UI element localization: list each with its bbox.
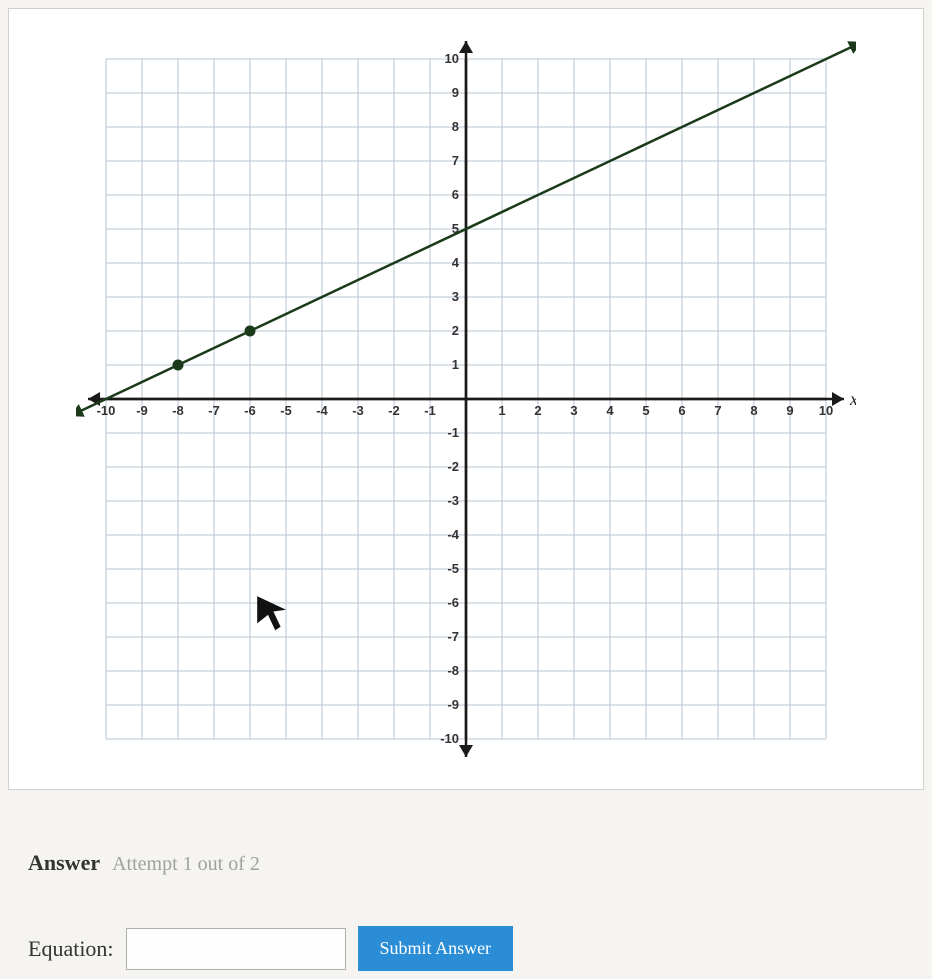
- svg-text:-7: -7: [208, 403, 220, 418]
- svg-text:3: 3: [452, 289, 459, 304]
- svg-text:-2: -2: [388, 403, 400, 418]
- svg-text:-5: -5: [447, 561, 459, 576]
- svg-text:5: 5: [642, 403, 649, 418]
- equation-label: Equation:: [28, 936, 114, 962]
- svg-text:-6: -6: [447, 595, 459, 610]
- svg-text:-10: -10: [440, 731, 459, 746]
- svg-text:8: 8: [452, 119, 459, 134]
- svg-text:1: 1: [498, 403, 505, 418]
- svg-text:x: x: [849, 389, 856, 409]
- svg-text:-2: -2: [447, 459, 459, 474]
- answer-section: Answer Attempt 1 out of 2: [28, 850, 904, 876]
- svg-text:2: 2: [534, 403, 541, 418]
- coordinate-graph: -10 -9 -8 -7 -6 -5 -4 -3 -2 -1 1 2 3 4 5 6 7 8 9 10 -10 -9 -8 -…: [76, 29, 856, 769]
- svg-text:10: 10: [445, 51, 459, 66]
- svg-text:-3: -3: [447, 493, 459, 508]
- equation-row: Equation: Submit Answer: [28, 926, 904, 971]
- attempt-text: Attempt 1 out of 2: [112, 853, 260, 875]
- svg-text:10: 10: [819, 403, 833, 418]
- svg-text:1: 1: [452, 357, 459, 372]
- svg-text:8: 8: [750, 403, 757, 418]
- svg-text:-4: -4: [447, 527, 459, 542]
- svg-text:-6: -6: [244, 403, 256, 418]
- svg-text:7: 7: [452, 153, 459, 168]
- svg-text:-3: -3: [352, 403, 364, 418]
- svg-text:3: 3: [570, 403, 577, 418]
- svg-text:7: 7: [714, 403, 721, 418]
- submit-button[interactable]: Submit Answer: [358, 926, 514, 971]
- svg-text:9: 9: [786, 403, 793, 418]
- svg-text:9: 9: [452, 85, 459, 100]
- svg-text:6: 6: [452, 187, 459, 202]
- svg-text:-8: -8: [172, 403, 184, 418]
- svg-text:-4: -4: [316, 403, 328, 418]
- svg-text:-9: -9: [447, 697, 459, 712]
- equation-input[interactable]: [126, 928, 346, 970]
- svg-text:4: 4: [452, 255, 460, 270]
- svg-text:-1: -1: [424, 403, 436, 418]
- svg-text:-7: -7: [447, 629, 459, 644]
- svg-text:-5: -5: [280, 403, 292, 418]
- svg-text:-10: -10: [97, 403, 116, 418]
- svg-text:4: 4: [606, 403, 614, 418]
- svg-text:-1: -1: [447, 425, 459, 440]
- svg-text:-9: -9: [136, 403, 148, 418]
- svg-text:-8: -8: [447, 663, 459, 678]
- svg-text:6: 6: [678, 403, 685, 418]
- answer-heading: Answer: [28, 850, 100, 875]
- graph-container: -10 -9 -8 -7 -6 -5 -4 -3 -2 -1 1 2 3 4 5 6 7 8 9 10 -10 -9 -8 -…: [8, 8, 924, 790]
- svg-text:2: 2: [452, 323, 459, 338]
